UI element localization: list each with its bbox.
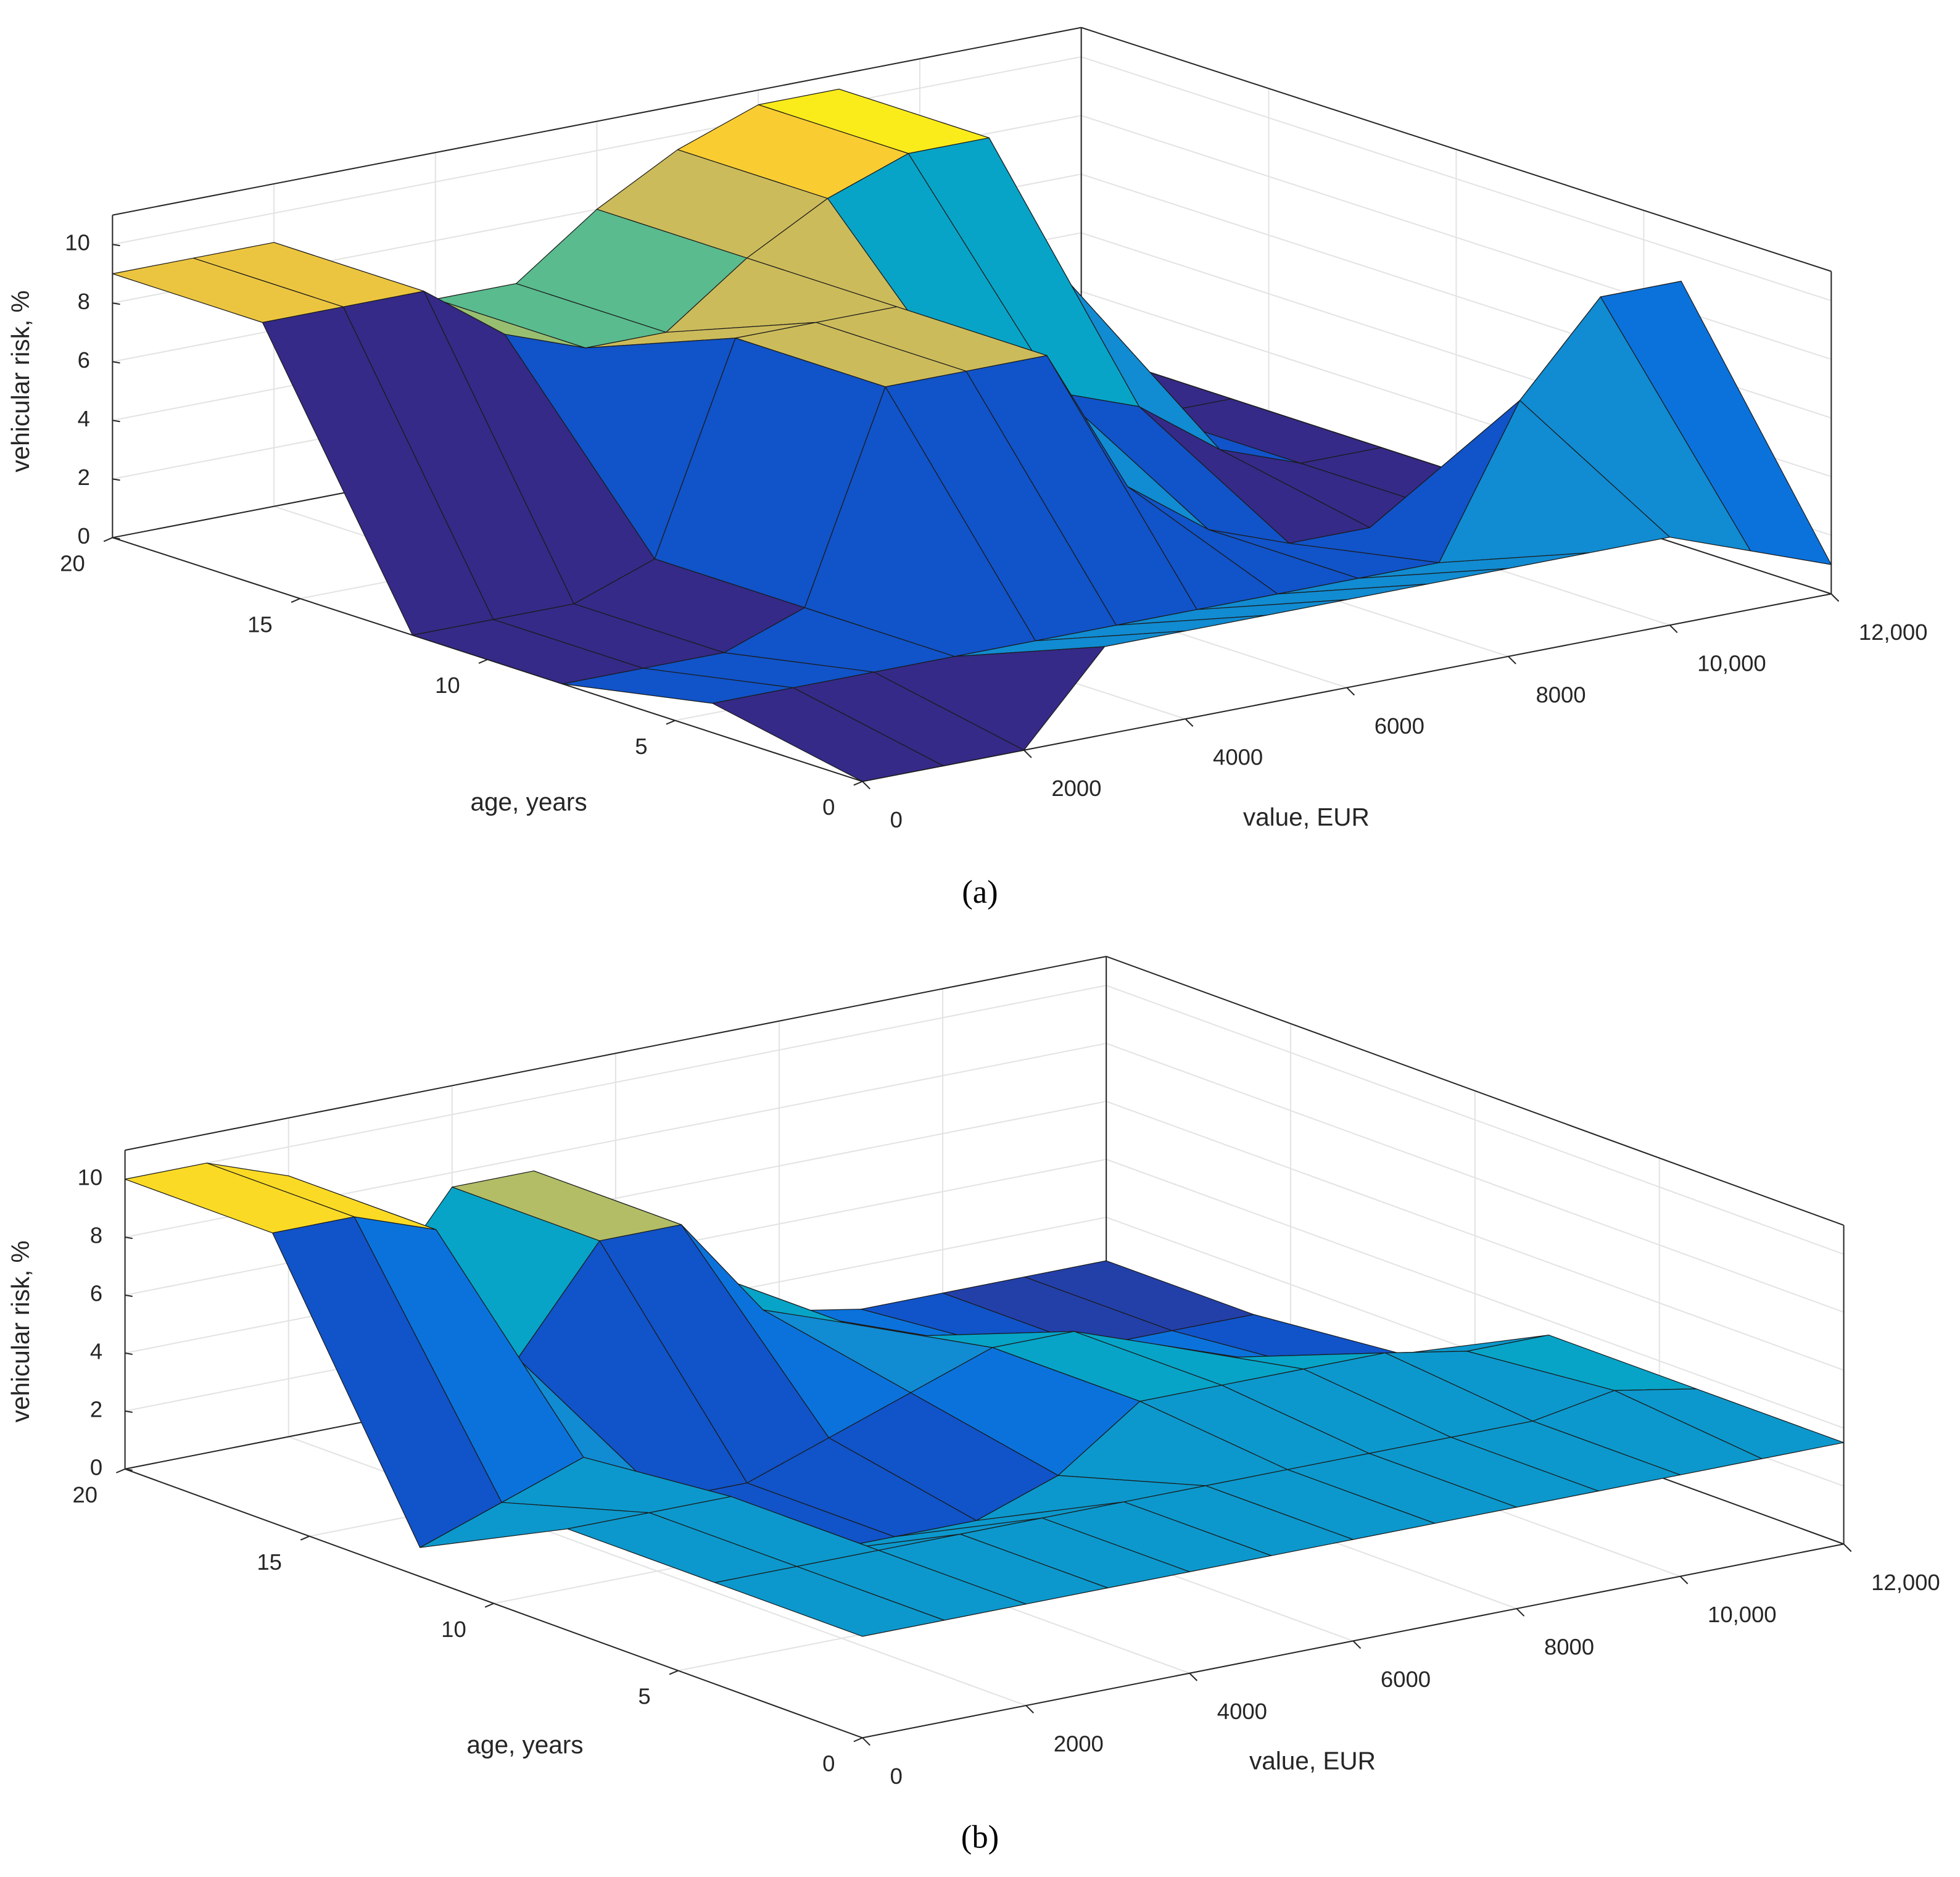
x-tick-label: 12,000 <box>1871 1570 1940 1595</box>
z-tick-label: 8 <box>78 289 90 314</box>
x-tick <box>1508 656 1516 665</box>
z-tick-label: 4 <box>90 1339 102 1364</box>
y-tick-label: 20 <box>60 551 85 576</box>
grid-line <box>1106 1100 1844 1371</box>
z-tick-label: 0 <box>90 1454 102 1480</box>
x-tick-label: 4000 <box>1213 745 1263 770</box>
x-tick <box>1185 718 1194 727</box>
x-tick <box>1679 1575 1689 1585</box>
x-tick <box>1352 1640 1362 1649</box>
x-tick <box>862 781 870 790</box>
x-tick-label: 2000 <box>1051 776 1101 801</box>
x-tick <box>1189 1673 1198 1681</box>
y-tick <box>478 658 488 664</box>
z-axis-label: vehicular risk, % <box>6 291 35 473</box>
x-tick <box>1025 1705 1035 1713</box>
x-tick-label: 10,000 <box>1697 651 1766 676</box>
grid-line <box>1081 115 1832 360</box>
x-axis-label: value, EUR <box>1243 803 1370 831</box>
z-tick <box>125 1410 133 1413</box>
y-axis-label: age, years <box>466 1730 583 1759</box>
z-axis-label: vehicular risk, % <box>6 1240 35 1422</box>
caption: (a) <box>962 874 998 910</box>
x-tick-label: 2000 <box>1054 1731 1104 1757</box>
surface-face <box>712 687 944 782</box>
x-tick-label: 8000 <box>1536 682 1586 707</box>
y-tick-label: 15 <box>247 611 273 637</box>
z-tick-label: 2 <box>78 465 90 490</box>
grid-line <box>112 56 1081 246</box>
z-tick <box>112 478 120 481</box>
z-tick-label: 4 <box>78 406 90 431</box>
grid-line <box>1106 985 1844 1255</box>
surface-chart: 0200040006000800010,00012,00005101520024… <box>6 27 1928 910</box>
x-tick-label: 6000 <box>1381 1667 1431 1692</box>
x-tick <box>1669 624 1678 634</box>
x-tick-label: 8000 <box>1544 1635 1594 1660</box>
y-tick <box>300 1535 310 1541</box>
z-tick-label: 8 <box>90 1223 102 1248</box>
y-tick-label: 15 <box>257 1549 282 1575</box>
y-tick-label: 20 <box>72 1482 97 1507</box>
x-tick-label: 0 <box>890 1763 903 1789</box>
y-tick <box>291 598 300 603</box>
y-tick <box>666 719 676 725</box>
z-tick <box>112 420 120 423</box>
y-tick-label: 0 <box>822 1751 835 1776</box>
x-tick <box>1843 1543 1852 1552</box>
z-tick <box>112 302 120 305</box>
x-tick <box>1346 687 1355 696</box>
grid-line <box>1106 1043 1844 1313</box>
z-tick <box>112 361 120 364</box>
box-edge <box>125 956 1107 1151</box>
x-tick-label: 10,000 <box>1708 1602 1777 1627</box>
z-tick <box>112 537 120 540</box>
z-tick <box>125 1468 133 1471</box>
grid-line <box>1106 1158 1844 1429</box>
y-tick-label: 10 <box>441 1617 466 1642</box>
x-tick <box>1023 750 1032 758</box>
x-tick-label: 12,000 <box>1859 619 1928 645</box>
z-tick-label: 10 <box>65 230 90 255</box>
surface-chart: 0200040006000800010,00012,00005101520024… <box>6 956 1940 1855</box>
z-tick-label: 0 <box>78 523 90 549</box>
x-tick-label: 4000 <box>1217 1699 1267 1724</box>
x-tick-label: 0 <box>890 807 903 832</box>
z-tick <box>125 1294 133 1298</box>
x-tick <box>862 1737 870 1746</box>
z-tick <box>112 244 120 247</box>
z-tick-label: 6 <box>90 1281 102 1306</box>
grid-line <box>125 985 1107 1180</box>
x-axis-label: value, EUR <box>1249 1747 1376 1775</box>
x-tick <box>1516 1608 1525 1617</box>
z-tick-label: 2 <box>90 1396 102 1422</box>
z-tick <box>125 1237 133 1240</box>
z-tick <box>125 1352 133 1355</box>
y-tick <box>103 537 113 542</box>
box-edge <box>112 27 1081 216</box>
y-tick-label: 5 <box>635 734 647 759</box>
y-tick-label: 10 <box>435 673 460 698</box>
caption: (b) <box>961 1820 999 1855</box>
box-edge <box>1081 27 1832 272</box>
y-tick-label: 0 <box>822 795 835 820</box>
y-axis-label: age, years <box>470 788 587 816</box>
z-tick-label: 6 <box>78 347 90 373</box>
surface-face <box>714 1566 945 1637</box>
y-tick <box>853 781 863 786</box>
box-edge <box>1106 956 1844 1226</box>
x-tick-label: 6000 <box>1375 713 1425 739</box>
y-tick <box>484 1602 494 1608</box>
y-tick <box>669 1670 679 1675</box>
y-tick <box>853 1737 863 1742</box>
z-tick-label: 10 <box>78 1165 103 1190</box>
x-tick <box>1830 593 1840 602</box>
y-tick-label: 5 <box>638 1684 650 1709</box>
grid-line <box>1081 56 1832 302</box>
y-tick <box>116 1468 126 1473</box>
